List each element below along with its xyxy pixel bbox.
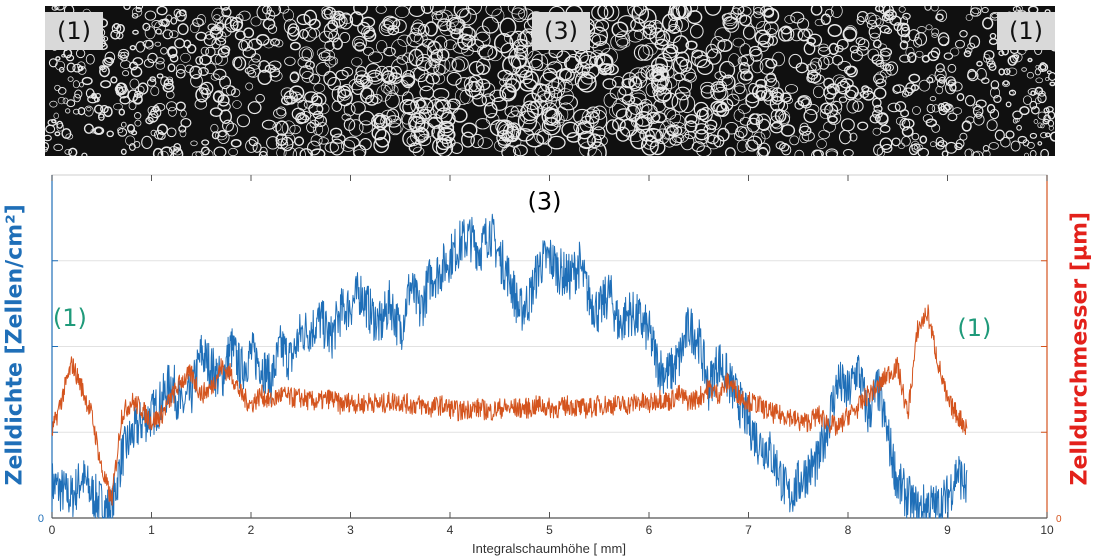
x-tick-label-10: 10 — [1040, 523, 1054, 537]
x-axis-label: Integralschaumhöhe [ mm] — [472, 541, 626, 556]
foam-cell-texture — [45, 6, 1055, 156]
x-axis-ticks: 0 1 2 3 4 5 6 7 8 9 10 — [49, 175, 1054, 537]
x-tick-label-4: 4 — [447, 523, 454, 537]
series-line-1 — [51, 304, 968, 506]
x-tick-label-0: 0 — [49, 523, 56, 537]
series-line-0 — [51, 213, 968, 519]
annotation-0: (3) — [528, 187, 562, 215]
series-layer — [51, 213, 968, 519]
right-y-tick-label-0: 0 — [1056, 514, 1062, 525]
x-tick-label-3: 3 — [347, 523, 354, 537]
x-tick-label-8: 8 — [845, 523, 852, 537]
annotation-1: (1) — [53, 304, 87, 332]
x-tick-label-6: 6 — [646, 523, 653, 537]
x-tick-label-7: 7 — [745, 523, 752, 537]
x-tick-label-9: 9 — [944, 523, 951, 537]
zone-label-left: (1) — [45, 12, 103, 50]
foam-cells — [45, 6, 1055, 156]
annotation-2: (1) — [957, 314, 991, 342]
annotations-layer: (3) (1) (1) — [53, 187, 991, 342]
right-y-axis-label: Zelldurchmesser [µm] — [1067, 211, 1093, 486]
foam-micrograph-strip: (1) (3) (1) — [45, 6, 1055, 156]
zone-label-center: (3) — [532, 12, 590, 50]
zone-label-right: (1) — [997, 12, 1055, 50]
x-tick-label-1: 1 — [148, 523, 155, 537]
x-tick-label-5: 5 — [546, 523, 553, 537]
cell-density-diameter-chart: 0 1 2 3 4 5 6 7 8 9 10 (3) (1) (1) 0 0 Integralschau… — [38, 174, 1062, 556]
left-y-tick-label-0: 0 — [38, 513, 44, 525]
left-y-axis-label: Zelldichte [Zellen/cm²] — [2, 204, 28, 486]
x-tick-label-2: 2 — [248, 523, 255, 537]
